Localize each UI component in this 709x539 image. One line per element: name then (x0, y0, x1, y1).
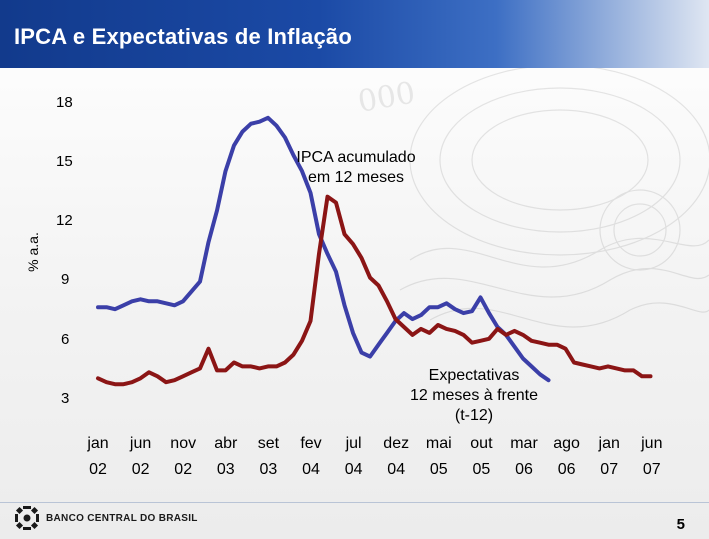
y-tick-label: 18 (56, 94, 73, 111)
footer-divider (0, 502, 709, 503)
ipca-annotation-line-1: IPCA acumulado (296, 149, 415, 166)
x-tick-month: mar (510, 435, 538, 452)
x-tick-year: 06 (558, 461, 576, 478)
x-tick-month: jul (345, 435, 362, 452)
x-tick-month: abr (214, 435, 238, 452)
x-tick-month: jun (640, 435, 662, 452)
x-tick-year: 03 (260, 461, 278, 478)
x-tick-year: 04 (387, 461, 405, 478)
x-tick-month: jun (129, 435, 151, 452)
x-tick-year: 02 (174, 461, 192, 478)
page-number: 5 (676, 516, 685, 533)
x-tick-year: 03 (217, 461, 235, 478)
x-tick-month: set (258, 435, 280, 452)
x-tick-year: 02 (89, 461, 107, 478)
y-tick-label: 15 (56, 153, 73, 170)
y-tick-label: 12 (56, 212, 73, 229)
bank-logo-text: BANCO CENTRAL DO BRASIL (46, 512, 198, 524)
x-tick-month: jan (598, 435, 620, 452)
x-tick-year: 05 (430, 461, 448, 478)
x-axis-ticks: jan 02 jun 02 nov 02 abr 03 set 03 fev 04 jul 04 dez 04… (86, 435, 662, 478)
expectations-series-line (96, 194, 653, 387)
x-tick-month: jan (86, 435, 108, 452)
ipca-annotation-line-2: em 12 meses (308, 169, 404, 186)
expectations-annotation-line-2: 12 meses à frente (410, 387, 538, 404)
title-bar: IPCA e Expectativas de Inflação (0, 0, 709, 68)
x-tick-month: nov (170, 435, 196, 452)
x-tick-year: 07 (600, 461, 618, 478)
expectations-annotation-line-3: (t-12) (455, 407, 493, 424)
expectations-annotation-line-1: Expectativas (429, 367, 520, 384)
x-tick-month: dez (383, 435, 409, 452)
x-tick-year: 04 (302, 461, 320, 478)
x-tick-year: 05 (473, 461, 491, 478)
x-tick-year: 02 (132, 461, 150, 478)
y-tick-label: 3 (61, 390, 69, 407)
ipca-series-line (96, 115, 551, 383)
x-tick-month: mai (426, 435, 452, 452)
x-tick-month: out (470, 435, 493, 452)
x-tick-year: 04 (345, 461, 363, 478)
x-tick-year: 06 (515, 461, 533, 478)
page-title: IPCA e Expectativas de Inflação (14, 24, 352, 49)
y-tick-label: 9 (61, 271, 69, 288)
x-tick-month: ago (553, 435, 580, 452)
y-tick-label: 6 (61, 331, 69, 348)
y-axis-label: % a.a. (25, 232, 41, 272)
bank-logo: BANCO CENTRAL DO BRASIL (14, 505, 198, 531)
x-tick-month: fev (300, 435, 321, 452)
x-tick-year: 07 (643, 461, 661, 478)
bank-logo-icon (15, 506, 39, 530)
